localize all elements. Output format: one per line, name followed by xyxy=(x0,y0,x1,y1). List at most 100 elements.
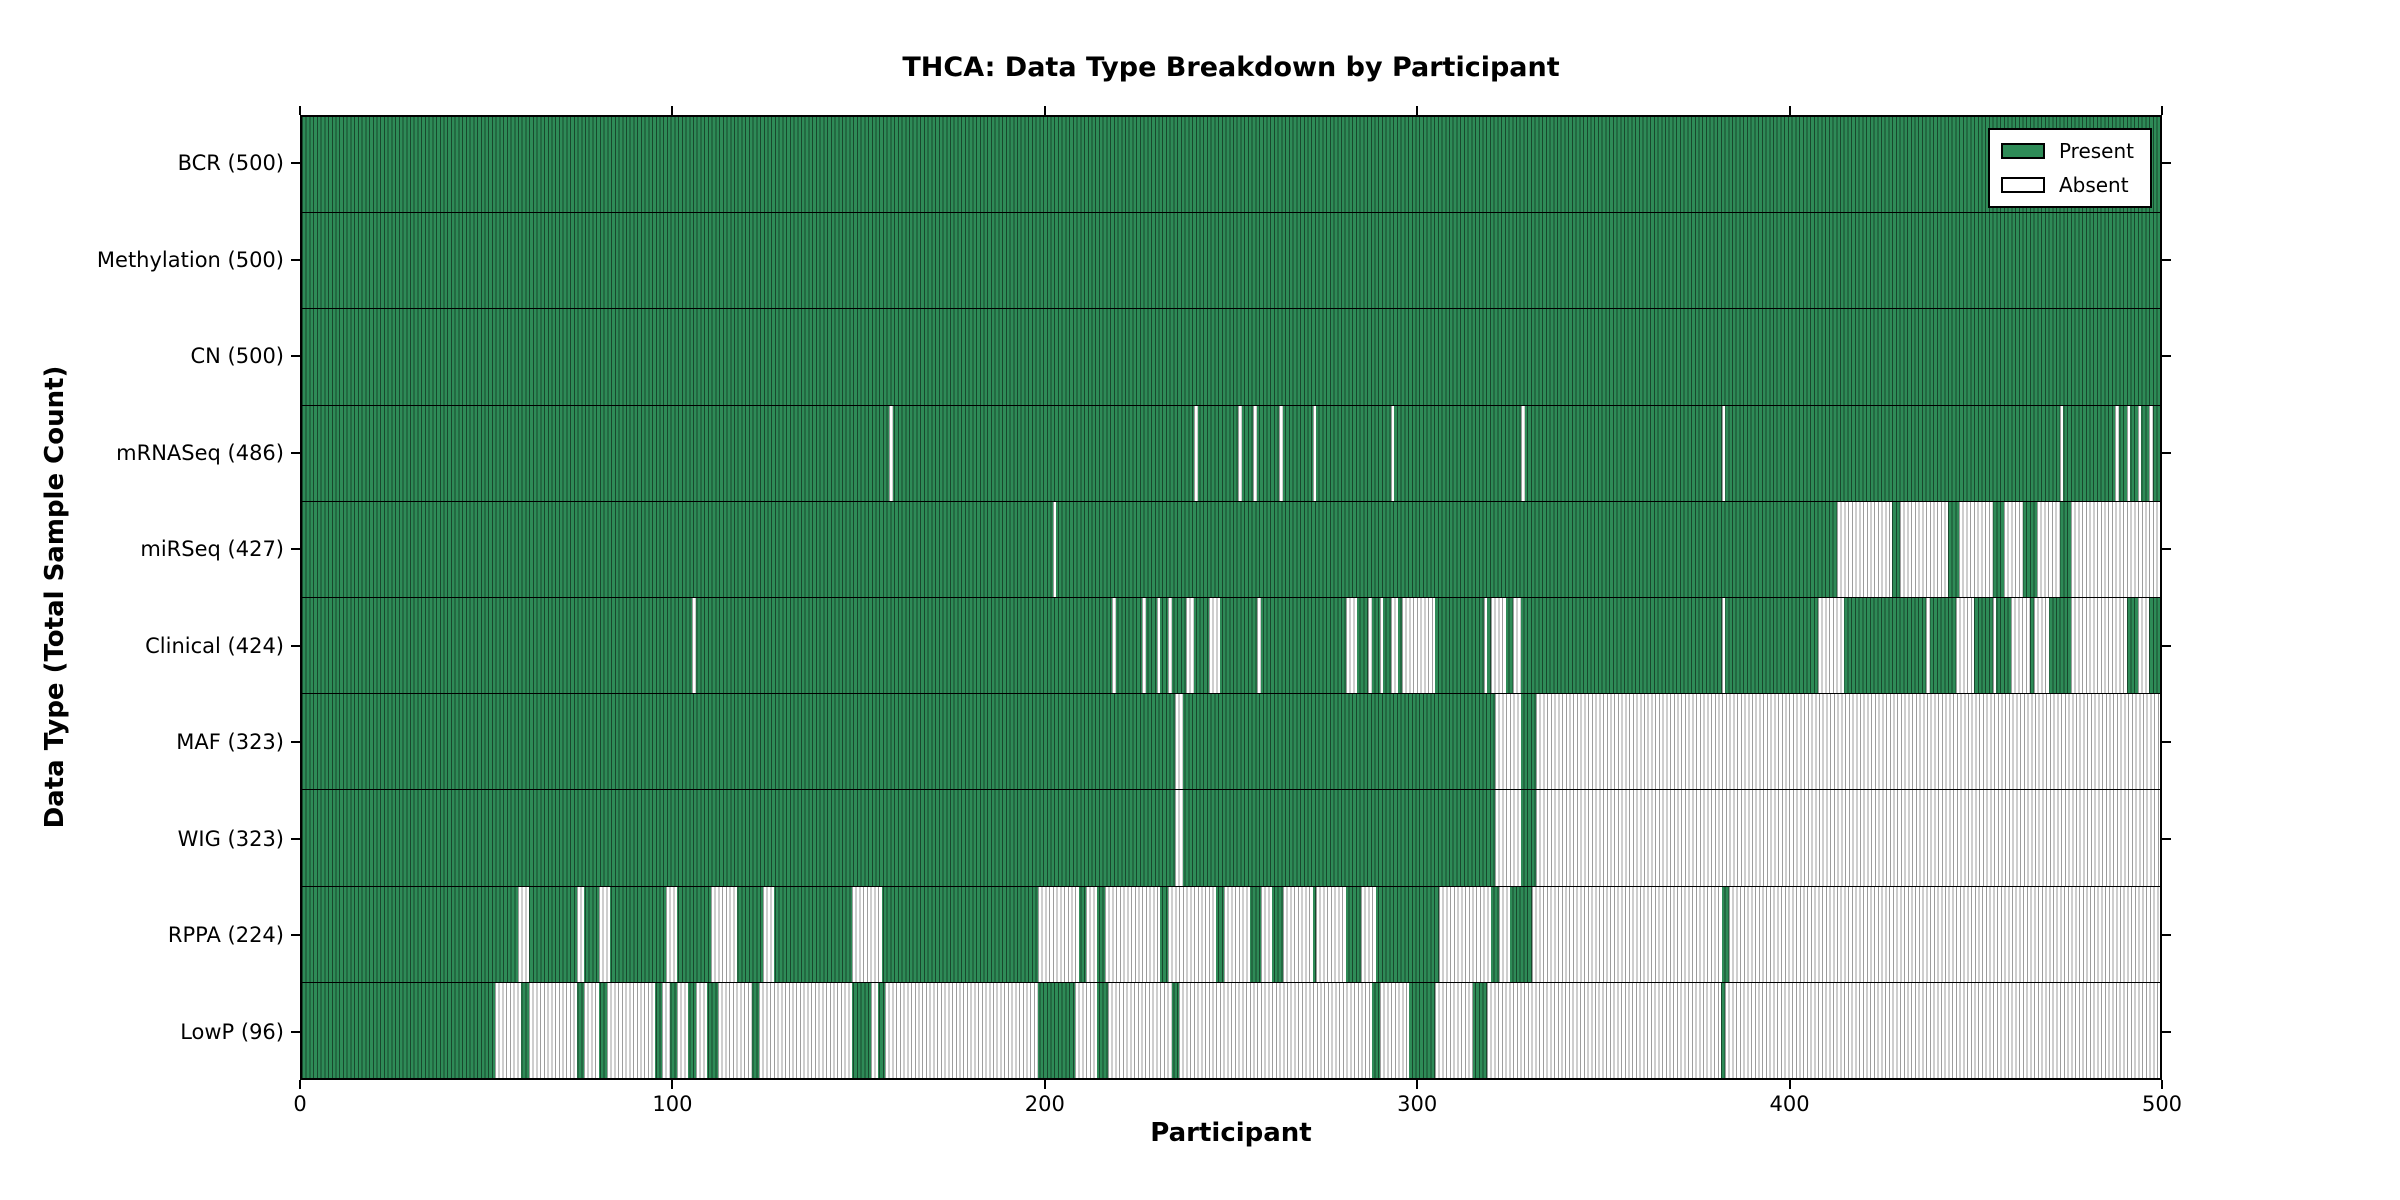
absent-segment xyxy=(1487,982,1722,1079)
absent-segment xyxy=(1346,598,1358,694)
absent-segment xyxy=(495,982,522,1079)
absent-segment xyxy=(1721,405,1726,501)
y-axis-label: Data Type (Total Sample Count) xyxy=(40,365,70,829)
absent-segment xyxy=(718,982,752,1079)
absent-segment xyxy=(1037,886,1079,982)
absent-segment xyxy=(1086,886,1098,982)
y-tick-label-lowp: LowP (96) xyxy=(180,1019,284,1044)
row-rppa xyxy=(302,886,2160,983)
row-clinical xyxy=(302,598,2160,695)
x-tick-label-100: 100 xyxy=(652,1092,693,1116)
row-methylation xyxy=(302,213,2160,310)
y-tick-label-mirseq: miRSeq (427) xyxy=(140,537,284,562)
y-tick-mark xyxy=(291,837,300,840)
x-tick-mark xyxy=(1788,106,1791,115)
x-axis-label: Participant xyxy=(1150,1118,1312,1148)
absent-segment xyxy=(1494,790,1521,886)
x-tick-label-200: 200 xyxy=(1024,1092,1065,1116)
absent-segment xyxy=(1992,598,1997,694)
x-tick-label-300: 300 xyxy=(1397,1092,1438,1116)
legend-entry-present: Present xyxy=(2000,139,2134,163)
absent-segment xyxy=(762,886,774,982)
absent-segment xyxy=(2070,501,2160,598)
absent-segment xyxy=(1361,886,1376,982)
x-tick-mark xyxy=(299,1080,301,1089)
y-tick-mark xyxy=(2162,934,2171,937)
row-mirseq xyxy=(302,501,2160,599)
y-tick-mark xyxy=(2162,644,2171,647)
x-tick-mark xyxy=(299,106,301,115)
absent-segment xyxy=(1401,598,1436,694)
absent-segment xyxy=(2115,405,2120,501)
absent-segment xyxy=(606,982,655,1079)
plot-wrap: Present Absent BCR (500) Methylation (500… xyxy=(97,106,2182,1116)
absent-segment xyxy=(1178,982,1373,1079)
absent-segment xyxy=(2137,598,2149,694)
y-tick-label-rppa: RPPA (224) xyxy=(167,923,284,948)
absent-segment xyxy=(710,886,737,982)
x-tick-mark xyxy=(1043,106,1046,115)
plot-area xyxy=(300,115,2162,1080)
row-wig xyxy=(302,790,2160,887)
x-tick-mark xyxy=(1416,106,1419,115)
y-tick-mark xyxy=(291,934,300,937)
absent-segment xyxy=(1390,598,1399,694)
absent-segment xyxy=(1368,598,1373,694)
x-tick-mark xyxy=(671,1080,674,1089)
y-tick-label-cn: CN (500) xyxy=(190,344,284,369)
y-tick-mark xyxy=(291,355,300,358)
y-tick-mark xyxy=(2162,355,2171,358)
row-maf xyxy=(302,694,2160,791)
absent-segment xyxy=(1818,598,1845,694)
legend-label-absent: Absent xyxy=(2058,173,2129,197)
absent-segment xyxy=(1728,886,2160,982)
y-tick-label-clinical: Clinical (424) xyxy=(145,633,284,658)
absent-segment xyxy=(1379,598,1384,694)
x-tick-mark xyxy=(671,106,674,115)
y-tick-mark xyxy=(2162,162,2171,165)
absent-segment xyxy=(1257,598,1261,694)
absent-segment xyxy=(1925,598,1930,694)
y-tick-label-methylation: Methylation (500) xyxy=(96,247,284,272)
y-tick-mark xyxy=(2162,741,2171,744)
absent-segment xyxy=(695,982,708,1079)
x-tick-mark xyxy=(2161,1080,2163,1089)
absent-segment xyxy=(1721,598,1726,694)
absent-segment xyxy=(1193,405,1198,501)
absent-segment xyxy=(599,886,611,982)
absent-segment xyxy=(1104,886,1161,982)
chart-title: THCA: Data Type Breakdown by Participant xyxy=(902,52,1560,83)
y-tick-mark xyxy=(291,162,300,165)
absent-segment xyxy=(1279,405,1283,501)
row-bcr xyxy=(302,117,2160,214)
absent-segment xyxy=(666,886,678,982)
absent-segment xyxy=(1494,694,1521,790)
x-tick-label-400: 400 xyxy=(1769,1092,1810,1116)
legend-label-present: Present xyxy=(2058,139,2134,163)
absent-segment xyxy=(851,886,882,982)
absent-segment xyxy=(2011,598,2030,694)
absent-segment xyxy=(528,982,577,1079)
absent-segment xyxy=(677,982,689,1079)
absent-segment xyxy=(662,982,670,1079)
absent-segment xyxy=(2126,405,2131,501)
absent-segment xyxy=(1531,886,1722,982)
absent-segment xyxy=(2059,405,2064,501)
x-tick-label-0: 0 xyxy=(293,1092,307,1116)
absent-segment xyxy=(1379,982,1410,1079)
absent-segment xyxy=(1260,886,1272,982)
absent-segment xyxy=(2137,405,2142,501)
absent-segment xyxy=(1955,598,1975,694)
legend: Present Absent xyxy=(1987,128,2152,208)
absent-segment xyxy=(1836,501,1893,598)
absent-segment xyxy=(1316,886,1347,982)
absent-segment xyxy=(1959,501,1993,598)
plot-rows xyxy=(302,117,2160,1079)
x-tick-mark xyxy=(1043,1080,1046,1089)
absent-segment xyxy=(1175,790,1183,886)
y-tick-mark xyxy=(291,258,300,261)
absent-segment xyxy=(1283,886,1313,982)
y-tick-label-bcr: BCR (500) xyxy=(177,151,284,176)
y-tick-mark xyxy=(291,451,300,454)
absent-segment xyxy=(1725,982,2160,1079)
